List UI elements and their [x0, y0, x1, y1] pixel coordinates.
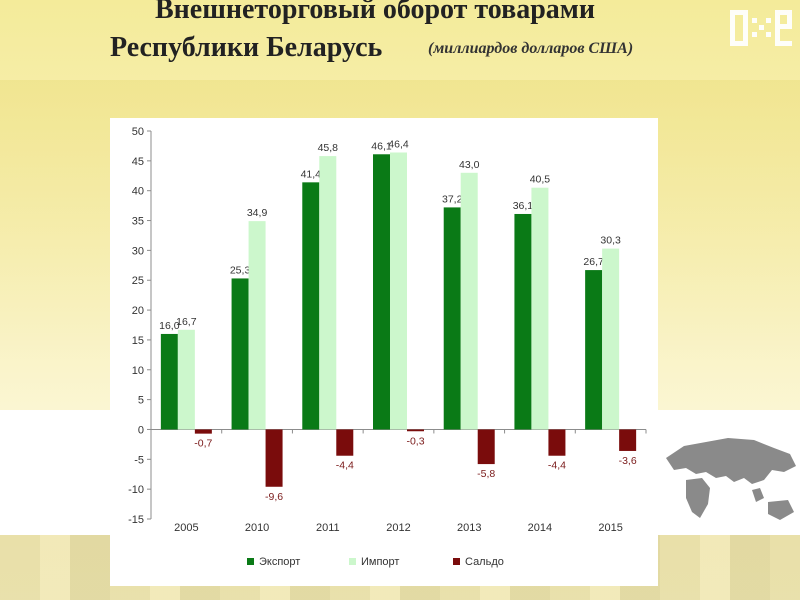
legend-label-import: Импорт [361, 556, 399, 568]
y-tick-label: 5 [138, 395, 144, 407]
data-label-export: 41,4 [301, 168, 322, 180]
data-label-import: 46,4 [388, 138, 409, 150]
chart-panel: 50 45 40 35 30 25 20 15 10 5 0 -5 -10 -15 16,0 16,7 -0,7… [110, 118, 658, 586]
data-label-saldo: -3,6 [619, 455, 637, 467]
x-tick-label: 2005 [174, 522, 198, 534]
bar-import [460, 172, 478, 430]
bar-import [177, 329, 195, 430]
bar-import [390, 152, 407, 430]
world-map-icon [666, 438, 796, 520]
data-label-export: 36,1 [513, 200, 534, 212]
y-tick-label: 35 [132, 216, 144, 228]
legend-label-saldo: Сальдо [465, 556, 504, 568]
bar-import [248, 221, 266, 430]
y-tick-label: 25 [132, 275, 144, 287]
page-title-line2: Республики Беларусь [110, 32, 383, 63]
page-title-line1: Внешнеторговый оборот товарами [155, 0, 596, 25]
bar-export [514, 213, 532, 430]
data-label-import: 43,0 [459, 159, 480, 171]
y-tick-label: 50 [132, 126, 144, 138]
data-label-export: 26,7 [583, 256, 604, 268]
bar-saldo [548, 429, 566, 456]
background-white-block-left [0, 410, 110, 535]
data-label-saldo: -4,4 [548, 460, 566, 472]
bar-saldo [194, 429, 212, 434]
data-label-saldo: -0,7 [194, 438, 212, 450]
data-label-saldo: -5,8 [477, 468, 495, 480]
bar-saldo [407, 429, 424, 432]
bar-saldo [265, 429, 283, 487]
y-tick-label: 30 [132, 245, 144, 257]
y-tick-label: -5 [134, 454, 144, 466]
y-tick-label: 10 [132, 365, 144, 377]
y-tick-label: 45 [132, 156, 144, 168]
data-label-export: 16,0 [159, 320, 180, 332]
legend-label-export: Экспорт [259, 556, 300, 568]
y-tick-label: 20 [132, 305, 144, 317]
bar-export [585, 270, 603, 430]
data-label-export: 25,3 [230, 264, 251, 276]
legend-swatch-import [349, 558, 356, 565]
data-label-import: 40,5 [530, 174, 551, 186]
page-title-unit: (миллиардов долларов США) [428, 40, 634, 57]
legend-swatch-export [247, 558, 254, 565]
x-tick-label: 2013 [457, 522, 481, 534]
bar-export [302, 182, 320, 430]
data-label-import: 30,3 [600, 235, 621, 247]
tile-logo-icon [730, 10, 792, 46]
data-label-saldo: -9,6 [265, 491, 283, 503]
bar-export [373, 154, 390, 430]
bar-import [531, 187, 549, 430]
bar-export [443, 207, 461, 430]
data-label-export: 46,1 [371, 140, 392, 152]
data-label-import: 16,7 [176, 316, 197, 328]
bar-import [319, 156, 337, 430]
x-tick-label: 2015 [598, 522, 622, 534]
data-label-saldo: -0,3 [406, 435, 424, 447]
y-tick-label: 40 [132, 186, 144, 198]
bar-export [231, 278, 249, 430]
bar-import [602, 248, 620, 430]
y-tick-label: -10 [128, 484, 144, 496]
x-tick-label: 2010 [245, 522, 269, 534]
bar-saldo [336, 429, 354, 456]
bar-export [160, 333, 178, 430]
x-tick-label: 2011 [316, 522, 340, 534]
y-tick-label: 15 [132, 335, 144, 347]
bar-saldo [619, 429, 637, 451]
legend-swatch-saldo [453, 558, 460, 565]
data-label-import: 34,9 [247, 207, 268, 219]
y-tick-label: -15 [128, 514, 144, 526]
y-tick-label: 0 [138, 424, 144, 436]
bar-saldo [477, 429, 495, 465]
x-tick-label: 2014 [528, 522, 552, 534]
data-label-import: 45,8 [318, 142, 339, 154]
data-label-export: 37,2 [442, 193, 463, 205]
data-label-saldo: -4,4 [336, 460, 354, 472]
x-tick-label: 2012 [386, 522, 410, 534]
bar-chart: 50454035302520151050-5-10-1516,016,7-0,7… [128, 126, 647, 568]
